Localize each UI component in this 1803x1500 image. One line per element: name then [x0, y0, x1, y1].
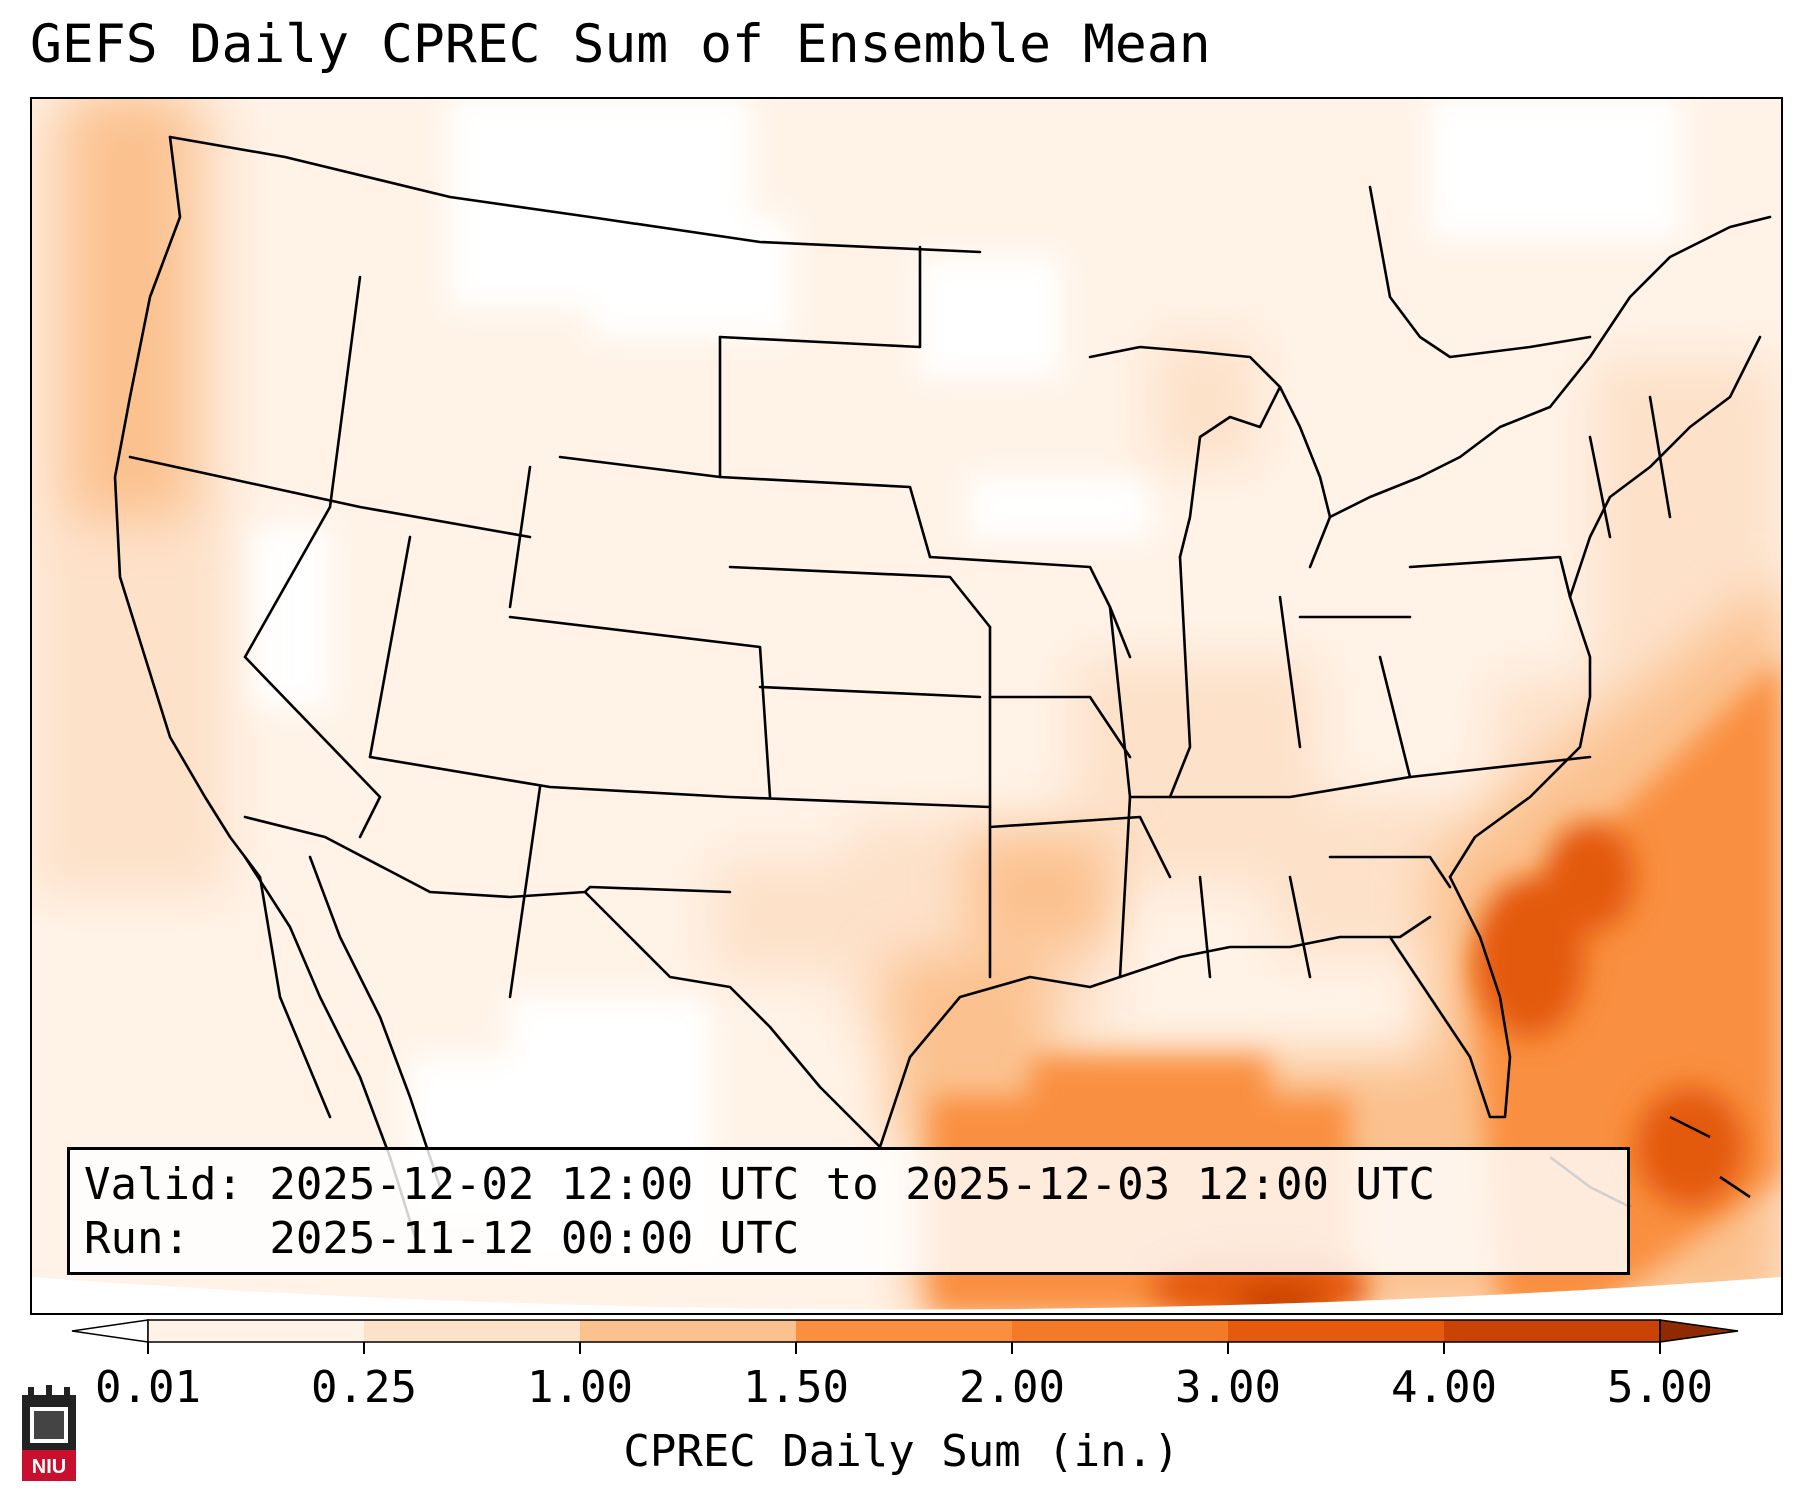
colorbar-segment — [1228, 1320, 1445, 1342]
colorbar-tick-label: 0.01 — [95, 1362, 201, 1413]
colorbar-segment — [148, 1320, 365, 1342]
colorbar-extend-low — [71, 1319, 149, 1343]
colorbar-segment — [1444, 1320, 1661, 1342]
colorbar-tick-label: 4.00 — [1391, 1362, 1497, 1413]
colorbar-segment — [580, 1320, 797, 1342]
run-time-line: Run: 2025-11-12 00:00 UTC — [84, 1213, 800, 1264]
colorbar-segment — [1012, 1320, 1229, 1342]
colorbar-tick-label: 0.25 — [311, 1362, 417, 1413]
colorbar-segment — [364, 1320, 581, 1342]
colorbar-tick-label: 1.00 — [527, 1362, 633, 1413]
colorbar-segment — [796, 1320, 1013, 1342]
colorbar-tick-label: 2.00 — [959, 1362, 1065, 1413]
info-box: Valid: 2025-12-02 12:00 UTC to 2025-12-0… — [67, 1147, 1630, 1275]
colorbar-label: CPREC Daily Sum (in.) — [623, 1426, 1180, 1477]
map-title: GEFS Daily CPREC Sum of Ensemble Mean — [30, 14, 1211, 75]
colorbar-extend-high — [1659, 1319, 1739, 1343]
projection-edge — [30, 1277, 1781, 1313]
precipitation-map — [30, 97, 1781, 1313]
valid-time-line: Valid: 2025-12-02 12:00 UTC to 2025-12-0… — [84, 1159, 1436, 1210]
niu-logo: NIU — [22, 1385, 76, 1481]
colorbar — [71, 1319, 1739, 1354]
colorbar-tick-label: 5.00 — [1607, 1362, 1713, 1413]
political-boundaries — [113, 135, 1772, 1239]
niu-logo-text: NIU — [32, 1456, 66, 1478]
colorbar-tick-label: 1.50 — [743, 1362, 849, 1413]
colorbar-tick-label: 3.00 — [1175, 1362, 1281, 1413]
